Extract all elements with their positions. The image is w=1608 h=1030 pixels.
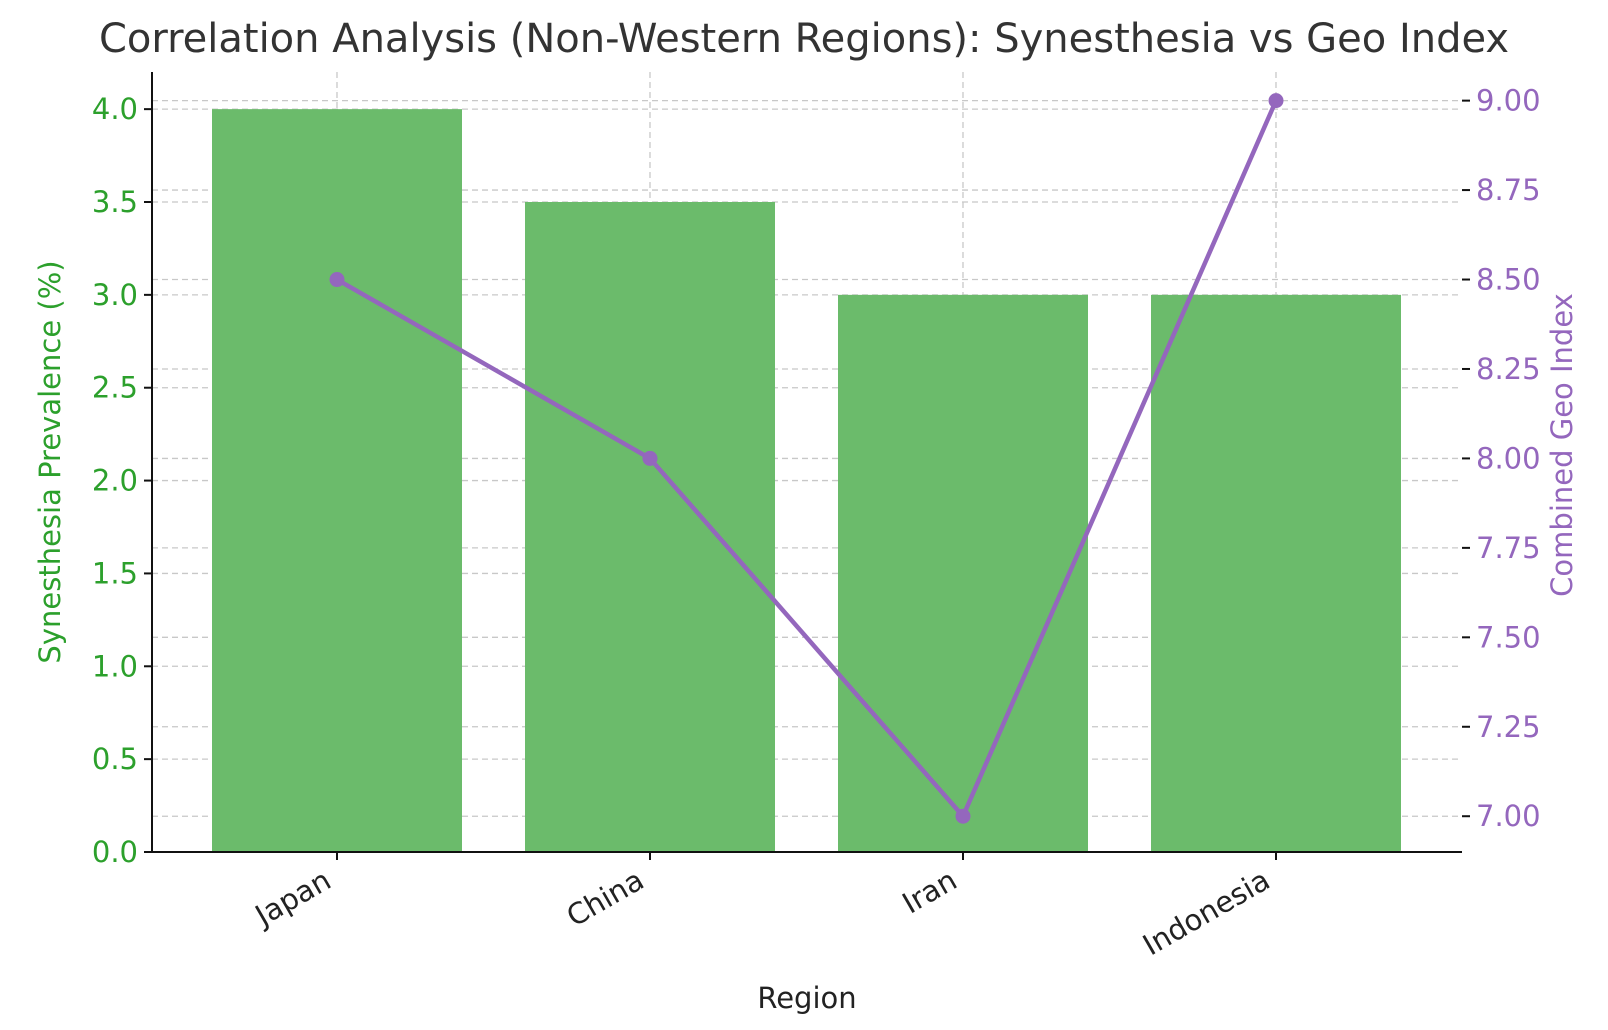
left-tick-label: 2.5 — [92, 371, 138, 405]
right-tick-label: 8.00 — [1476, 441, 1541, 475]
left-tick-label: 1.5 — [92, 556, 138, 590]
left-tick-label: 1.0 — [92, 649, 138, 683]
left-tick-label: 3.0 — [92, 278, 138, 312]
geo-index-point-china — [642, 450, 658, 466]
geo-index-point-iran — [955, 808, 971, 824]
geo-index-point-indonesia — [1268, 93, 1284, 109]
left-y-axis-ticks: 0.0 0.5 1.0 1.5 2.0 2.5 3.0 3.5 4.0 — [92, 92, 152, 869]
bar-iran — [838, 294, 1088, 852]
line-series — [329, 93, 1284, 824]
x-tick-label-japan: Japan — [248, 863, 337, 934]
left-tick-label: 4.0 — [92, 92, 138, 126]
right-tick-label: 8.75 — [1476, 173, 1541, 207]
x-axis-label: Region — [757, 981, 856, 1015]
geo-index-line — [335, 99, 1279, 819]
right-tick-label: 7.75 — [1476, 531, 1541, 565]
left-tick-label: 3.5 — [92, 185, 138, 219]
x-tick-label-indonesia: Indonesia — [1137, 863, 1275, 963]
right-tick-label: 8.25 — [1476, 352, 1541, 386]
x-axis-ticks: Japan China Iran Indonesia — [248, 852, 1277, 963]
bar-japan — [212, 109, 462, 852]
left-tick-label: 0.5 — [92, 742, 138, 776]
left-tick-label: 0.0 — [92, 835, 138, 869]
x-tick-label-china: China — [561, 863, 650, 934]
chart-title: Correlation Analysis (Non-Western Region… — [99, 16, 1509, 62]
bars — [212, 109, 1401, 852]
left-tick-label: 2.0 — [92, 464, 138, 498]
right-tick-label: 7.50 — [1476, 620, 1541, 654]
right-tick-label: 7.25 — [1476, 710, 1541, 744]
geo-index-point-japan — [329, 272, 345, 288]
left-axis-label: Synesthesia Prevalence (%) — [33, 260, 67, 663]
right-tick-label: 8.50 — [1476, 263, 1541, 297]
bar-china — [525, 202, 775, 852]
right-tick-label: 7.00 — [1476, 799, 1541, 833]
right-tick-label: 9.00 — [1476, 84, 1541, 118]
bar-indonesia — [1151, 294, 1401, 852]
right-y-axis-ticks: 7.00 7.25 7.50 7.75 8.00 8.25 8.50 8.75 9.00 — [1462, 84, 1541, 833]
right-axis-label: Combined Geo Index — [1545, 293, 1579, 597]
x-tick-label-iran: Iran — [896, 863, 962, 921]
